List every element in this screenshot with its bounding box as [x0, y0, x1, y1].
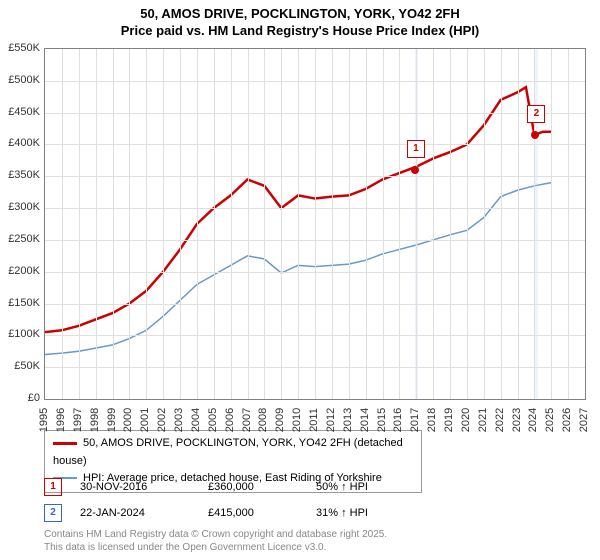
y-tick-label: £300K: [0, 201, 40, 213]
sale-marker-label: 1: [407, 140, 425, 158]
x-tick-label: 2023: [511, 405, 523, 435]
chart-container: 50, AMOS DRIVE, POCKLINGTON, YORK, YO42 …: [0, 0, 600, 560]
footer-line-2: This data is licensed under the Open Gov…: [44, 541, 387, 554]
sale-row-2: 2 22-JAN-2024 £415,000 31% ↑ HPI: [44, 504, 416, 522]
y-tick-label: £400K: [0, 137, 40, 149]
x-tick-label: 1996: [55, 405, 67, 435]
x-tick-label: 2010: [291, 405, 303, 435]
y-tick-label: £450K: [0, 106, 40, 118]
x-tick-label: 2020: [460, 405, 472, 435]
x-tick-label: 1998: [89, 405, 101, 435]
sale-pct-1: 50% ↑ HPI: [316, 481, 416, 493]
x-tick-label: 2001: [139, 405, 151, 435]
legend-label-1: 50, AMOS DRIVE, POCKLINGTON, YORK, YO42 …: [53, 437, 403, 467]
y-tick-label: £500K: [0, 74, 40, 86]
sale-marker-2: 2: [44, 504, 62, 522]
x-tick-label: 1997: [72, 405, 84, 435]
x-tick-label: 2022: [494, 405, 506, 435]
x-tick-label: 2004: [190, 405, 202, 435]
sale-marker-1: 1: [44, 478, 62, 496]
sale-price-2: £415,000: [208, 507, 298, 519]
x-tick-label: 2021: [477, 405, 489, 435]
x-tick-label: 2015: [376, 405, 388, 435]
x-tick-label: 2019: [443, 405, 455, 435]
y-tick-label: £0: [0, 392, 40, 404]
x-tick-label: 2011: [308, 405, 320, 435]
plot-area: 12: [44, 48, 586, 400]
sale-row-1: 1 30-NOV-2016 £360,000 50% ↑ HPI: [44, 478, 416, 496]
sale-marker-label: 2: [527, 105, 545, 123]
x-tick-label: 2007: [241, 405, 253, 435]
sale-price-1: £360,000: [208, 481, 298, 493]
footer-line-1: Contains HM Land Registry data © Crown c…: [44, 528, 387, 541]
x-tick-label: 2024: [527, 405, 539, 435]
x-tick-label: 2000: [122, 405, 134, 435]
x-tick-label: 1999: [106, 405, 118, 435]
y-tick-label: £550K: [0, 42, 40, 54]
sale-dot: [411, 166, 419, 174]
title-line-1: 50, AMOS DRIVE, POCKLINGTON, YORK, YO42 …: [0, 6, 600, 23]
y-tick-label: £50K: [0, 360, 40, 372]
x-tick-label: 2012: [325, 405, 337, 435]
chart-title: 50, AMOS DRIVE, POCKLINGTON, YORK, YO42 …: [0, 0, 600, 40]
y-tick-label: £200K: [0, 265, 40, 277]
y-tick-label: £100K: [0, 328, 40, 340]
x-tick-label: 2002: [156, 405, 168, 435]
x-tick-label: 1995: [38, 405, 50, 435]
x-tick-label: 2006: [224, 405, 236, 435]
y-tick-label: £250K: [0, 233, 40, 245]
y-tick-label: £150K: [0, 297, 40, 309]
x-tick-label: 2013: [342, 405, 354, 435]
x-tick-label: 2005: [207, 405, 219, 435]
legend-item-1: 50, AMOS DRIVE, POCKLINGTON, YORK, YO42 …: [53, 435, 413, 470]
sale-pct-2: 31% ↑ HPI: [316, 507, 416, 519]
sale-dot: [531, 131, 539, 139]
x-tick-label: 2026: [561, 405, 573, 435]
x-tick-label: 2016: [392, 405, 404, 435]
x-tick-label: 2008: [257, 405, 269, 435]
sale-date-2: 22-JAN-2024: [80, 507, 190, 519]
y-tick-label: £350K: [0, 169, 40, 181]
x-tick-label: 2009: [274, 405, 286, 435]
x-tick-label: 2017: [409, 405, 421, 435]
x-tick-label: 2025: [544, 405, 556, 435]
x-tick-label: 2018: [426, 405, 438, 435]
title-line-2: Price paid vs. HM Land Registry's House …: [0, 23, 600, 40]
sale-date-1: 30-NOV-2016: [80, 481, 190, 493]
x-tick-label: 2027: [578, 405, 590, 435]
legend-swatch-red: [53, 442, 77, 445]
footer-attribution: Contains HM Land Registry data © Crown c…: [44, 528, 387, 554]
x-tick-label: 2003: [173, 405, 185, 435]
x-tick-label: 2014: [359, 405, 371, 435]
